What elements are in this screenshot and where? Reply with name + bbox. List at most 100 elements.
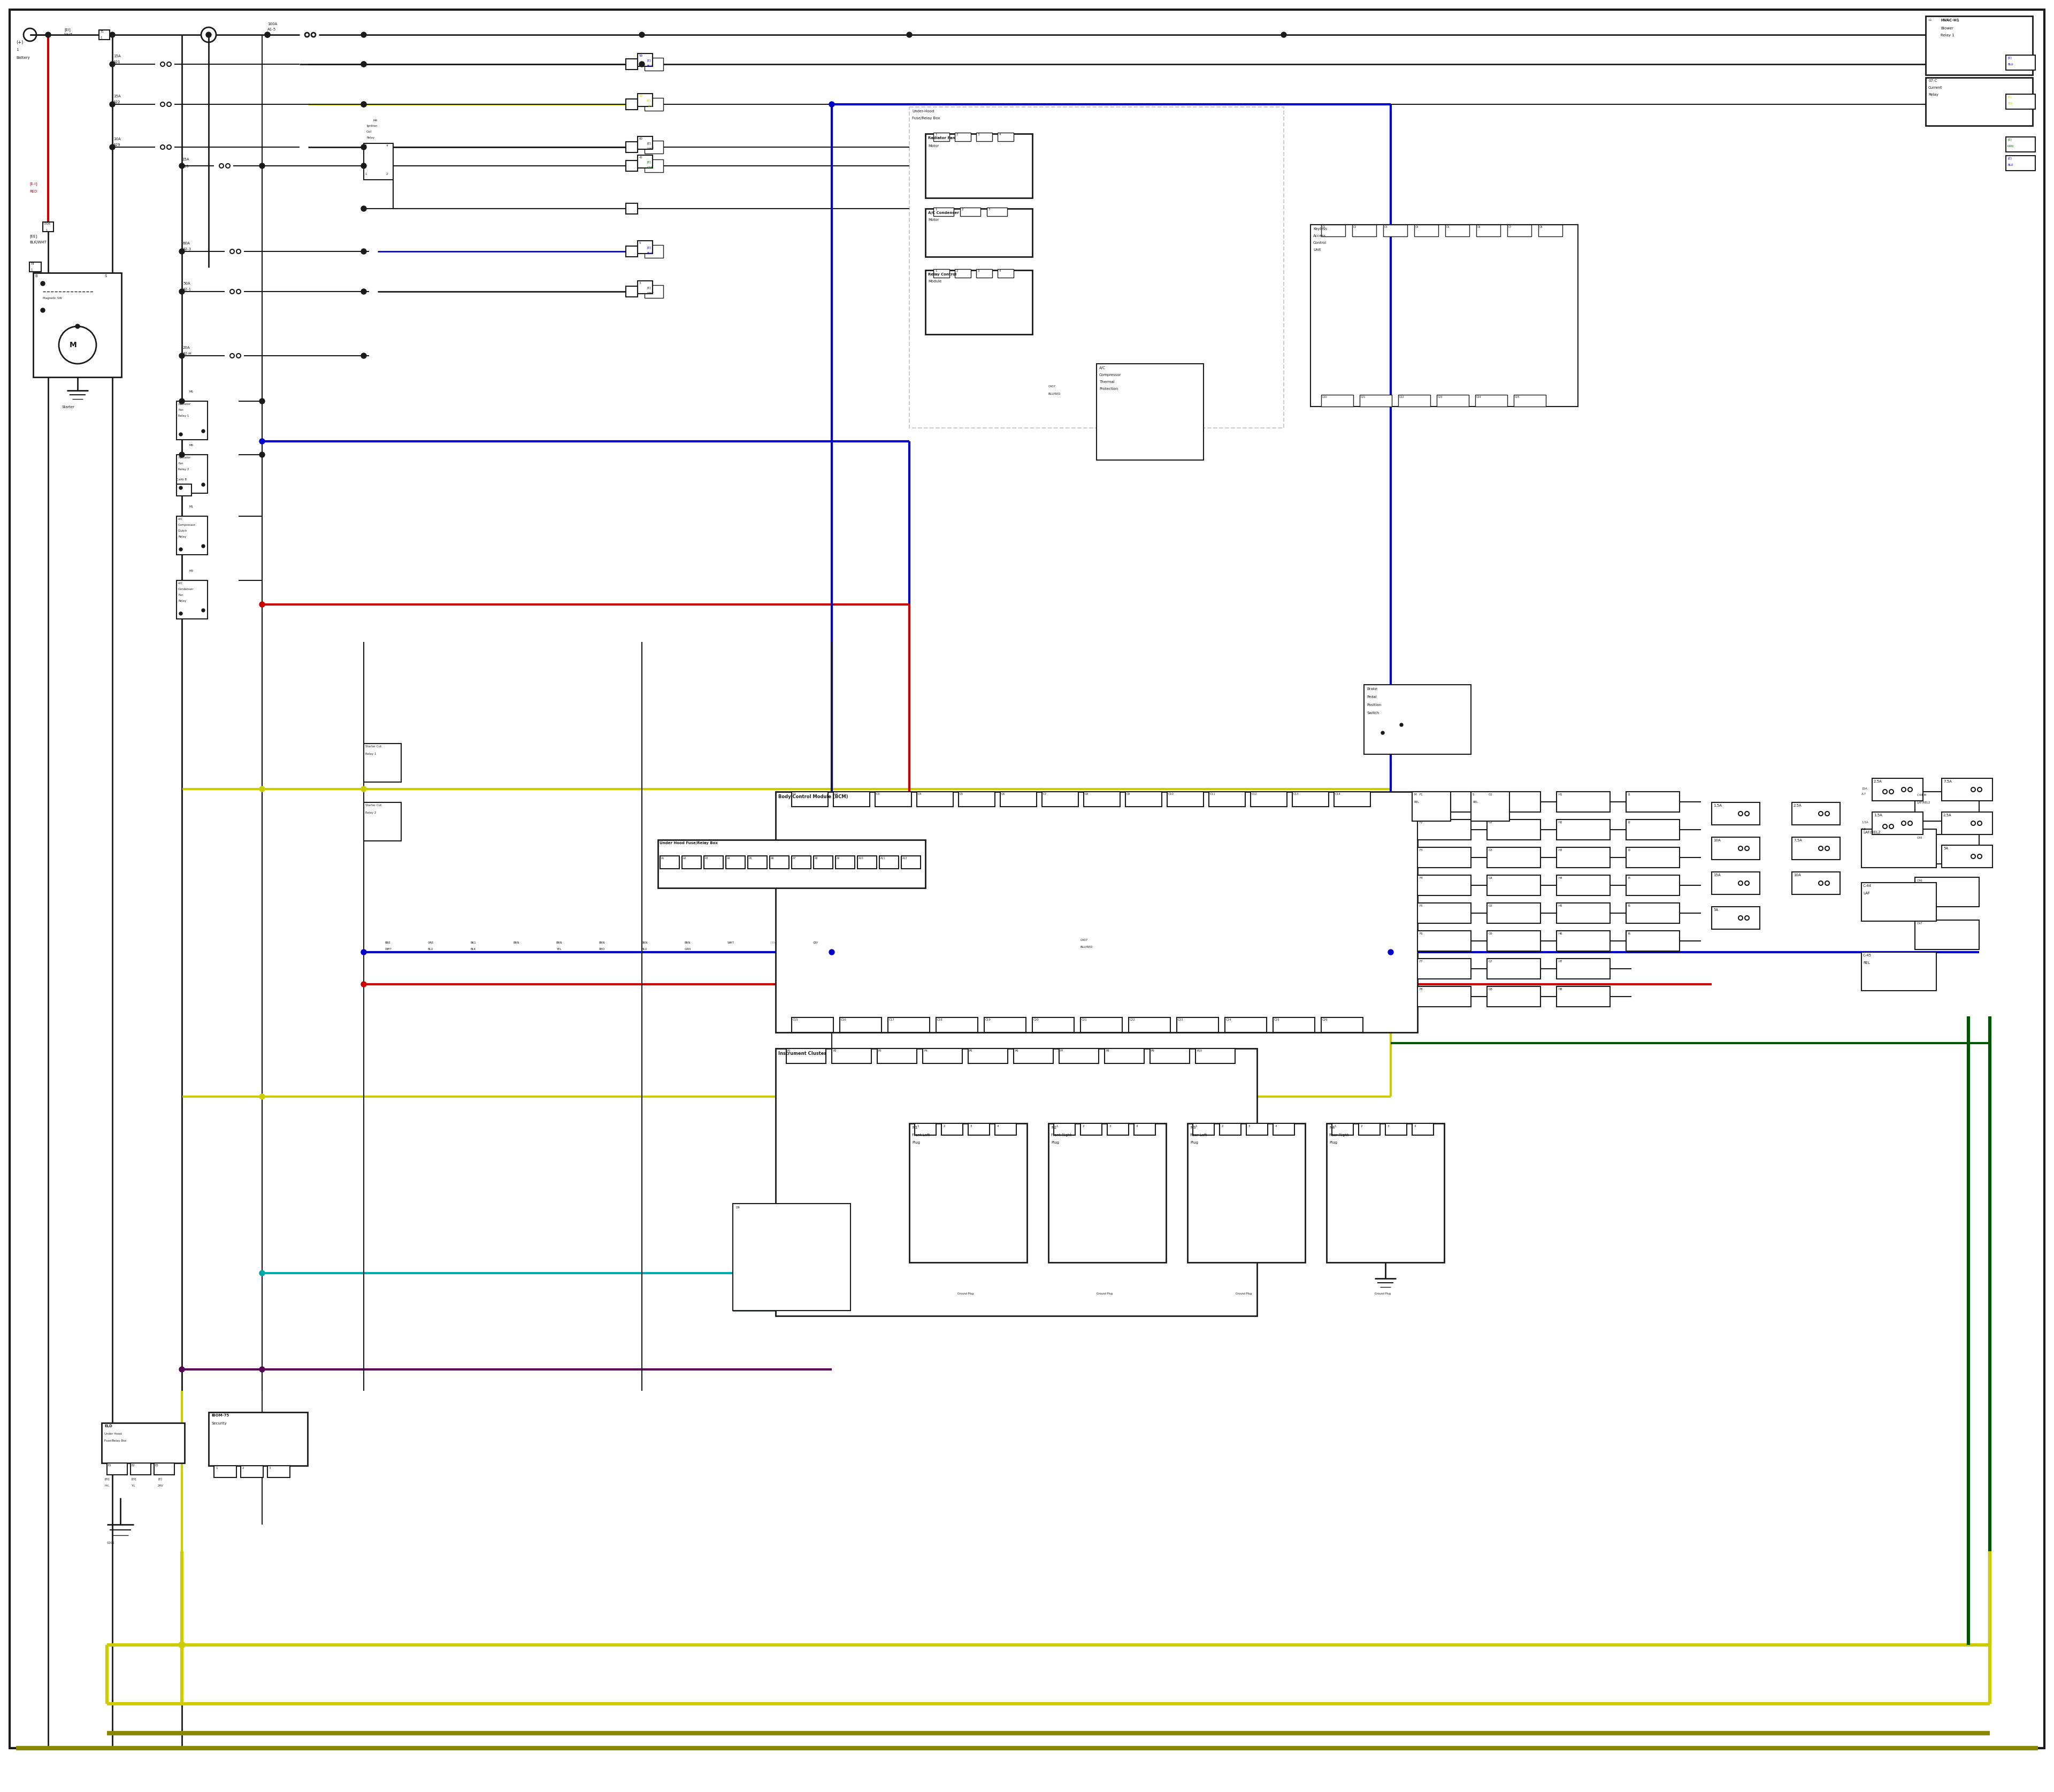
Bar [776, 1048, 1257, 1315]
Text: C407: C407 [1080, 939, 1089, 941]
Bar [659, 857, 680, 869]
Bar [1417, 874, 1471, 896]
Circle shape [45, 32, 51, 38]
Text: A/C: A/C [179, 518, 183, 520]
Text: [EI]: [EI] [131, 1477, 136, 1480]
Text: A11: A11 [881, 857, 885, 860]
Text: C9: C9 [1126, 792, 1130, 796]
Bar [733, 1204, 850, 1310]
Bar [177, 401, 207, 439]
Text: I1: I1 [1627, 794, 1631, 796]
Text: P2: P2 [832, 1050, 836, 1052]
Text: C7: C7 [1043, 792, 1048, 796]
Bar [1791, 837, 1840, 860]
Text: Control: Control [1313, 242, 1327, 244]
Text: F8: F8 [1419, 987, 1423, 991]
Bar [626, 202, 637, 213]
Text: G2: G2 [1489, 821, 1493, 824]
Text: GRN: GRN [684, 948, 690, 950]
Bar [1193, 1124, 1214, 1134]
Text: Relay: Relay [179, 600, 187, 602]
Text: F2: F2 [1419, 821, 1423, 824]
Bar [2007, 156, 2036, 170]
Bar [1941, 778, 1992, 801]
Bar [1417, 819, 1471, 840]
Bar [637, 240, 653, 253]
Text: G3: G3 [1489, 849, 1493, 851]
Text: BLU: BLU [647, 65, 653, 68]
Text: [E]: [E] [647, 287, 651, 289]
Bar [748, 857, 766, 869]
Text: C20: C20 [1323, 396, 1327, 398]
Text: ORE: ORE [427, 941, 433, 944]
Text: A10: A10 [859, 857, 863, 860]
Bar [1417, 930, 1471, 952]
Text: A2: A2 [684, 857, 686, 860]
Text: C1: C1 [1323, 226, 1325, 228]
Text: C2: C2 [1354, 226, 1358, 228]
Circle shape [41, 308, 45, 312]
Text: C12: C12 [1251, 792, 1257, 796]
Bar [910, 1124, 1027, 1262]
Text: Ground Plug: Ground Plug [1237, 1292, 1251, 1296]
Bar [955, 133, 972, 142]
Bar [933, 133, 949, 142]
Bar [1134, 1124, 1154, 1134]
Text: [E]: [E] [2007, 56, 2011, 59]
Bar [1085, 792, 1119, 806]
Text: CRY: CRY [813, 941, 820, 944]
Bar [1415, 224, 1438, 237]
Bar [1292, 792, 1329, 806]
Text: P5: P5 [969, 1050, 974, 1052]
Bar [1941, 846, 1992, 867]
Text: BLU: BLU [647, 253, 653, 254]
Text: Condenser: Condenser [179, 588, 193, 591]
Text: Front Right: Front Right [1052, 1134, 1072, 1136]
Text: C8: C8 [1538, 226, 1543, 228]
Circle shape [639, 61, 645, 66]
Circle shape [362, 353, 366, 358]
Text: Under-Hood: Under-Hood [912, 109, 935, 113]
Text: G6: G6 [1489, 932, 1493, 935]
Bar [1150, 1048, 1189, 1063]
Circle shape [179, 432, 183, 435]
Text: M5: M5 [189, 391, 193, 392]
Bar [1487, 792, 1540, 812]
Text: 59: 59 [639, 95, 643, 97]
Text: Radiator: Radiator [179, 403, 191, 405]
Text: Under Hood Fuse/Relay Box: Under Hood Fuse/Relay Box [659, 842, 717, 844]
Text: F3: F3 [1419, 849, 1423, 851]
Text: M4: M4 [1329, 1125, 1335, 1129]
Bar [1384, 1124, 1407, 1134]
Text: C46: C46 [1916, 880, 1923, 882]
Text: Plug: Plug [912, 1142, 920, 1145]
Bar [1914, 792, 1980, 821]
Text: Protection: Protection [1099, 387, 1117, 391]
Circle shape [259, 163, 265, 168]
Bar [1080, 1124, 1101, 1134]
Text: REL: REL [1863, 961, 1869, 964]
Circle shape [259, 1271, 265, 1276]
Bar [1871, 812, 1923, 835]
Text: 24V: 24V [158, 1484, 164, 1487]
Bar [657, 840, 926, 889]
Circle shape [201, 545, 205, 548]
Bar [1627, 874, 1680, 896]
Text: 15A: 15A [113, 95, 121, 99]
Bar [637, 156, 653, 168]
Bar [682, 857, 700, 869]
Text: A2-1: A2-1 [183, 289, 191, 290]
Bar [902, 857, 920, 869]
Text: G4: G4 [1489, 876, 1493, 880]
Bar [626, 161, 637, 172]
Text: H5: H5 [1559, 905, 1563, 907]
Text: C25: C25 [1516, 396, 1520, 398]
Text: BRE: BRE [386, 941, 390, 944]
Bar [1413, 1124, 1434, 1134]
Text: RED: RED [600, 948, 606, 950]
Text: [EE]: [EE] [29, 235, 37, 238]
Text: Motor: Motor [928, 145, 939, 147]
Text: C5: C5 [959, 792, 963, 796]
Circle shape [362, 102, 366, 108]
Text: C20: C20 [1033, 1018, 1039, 1021]
